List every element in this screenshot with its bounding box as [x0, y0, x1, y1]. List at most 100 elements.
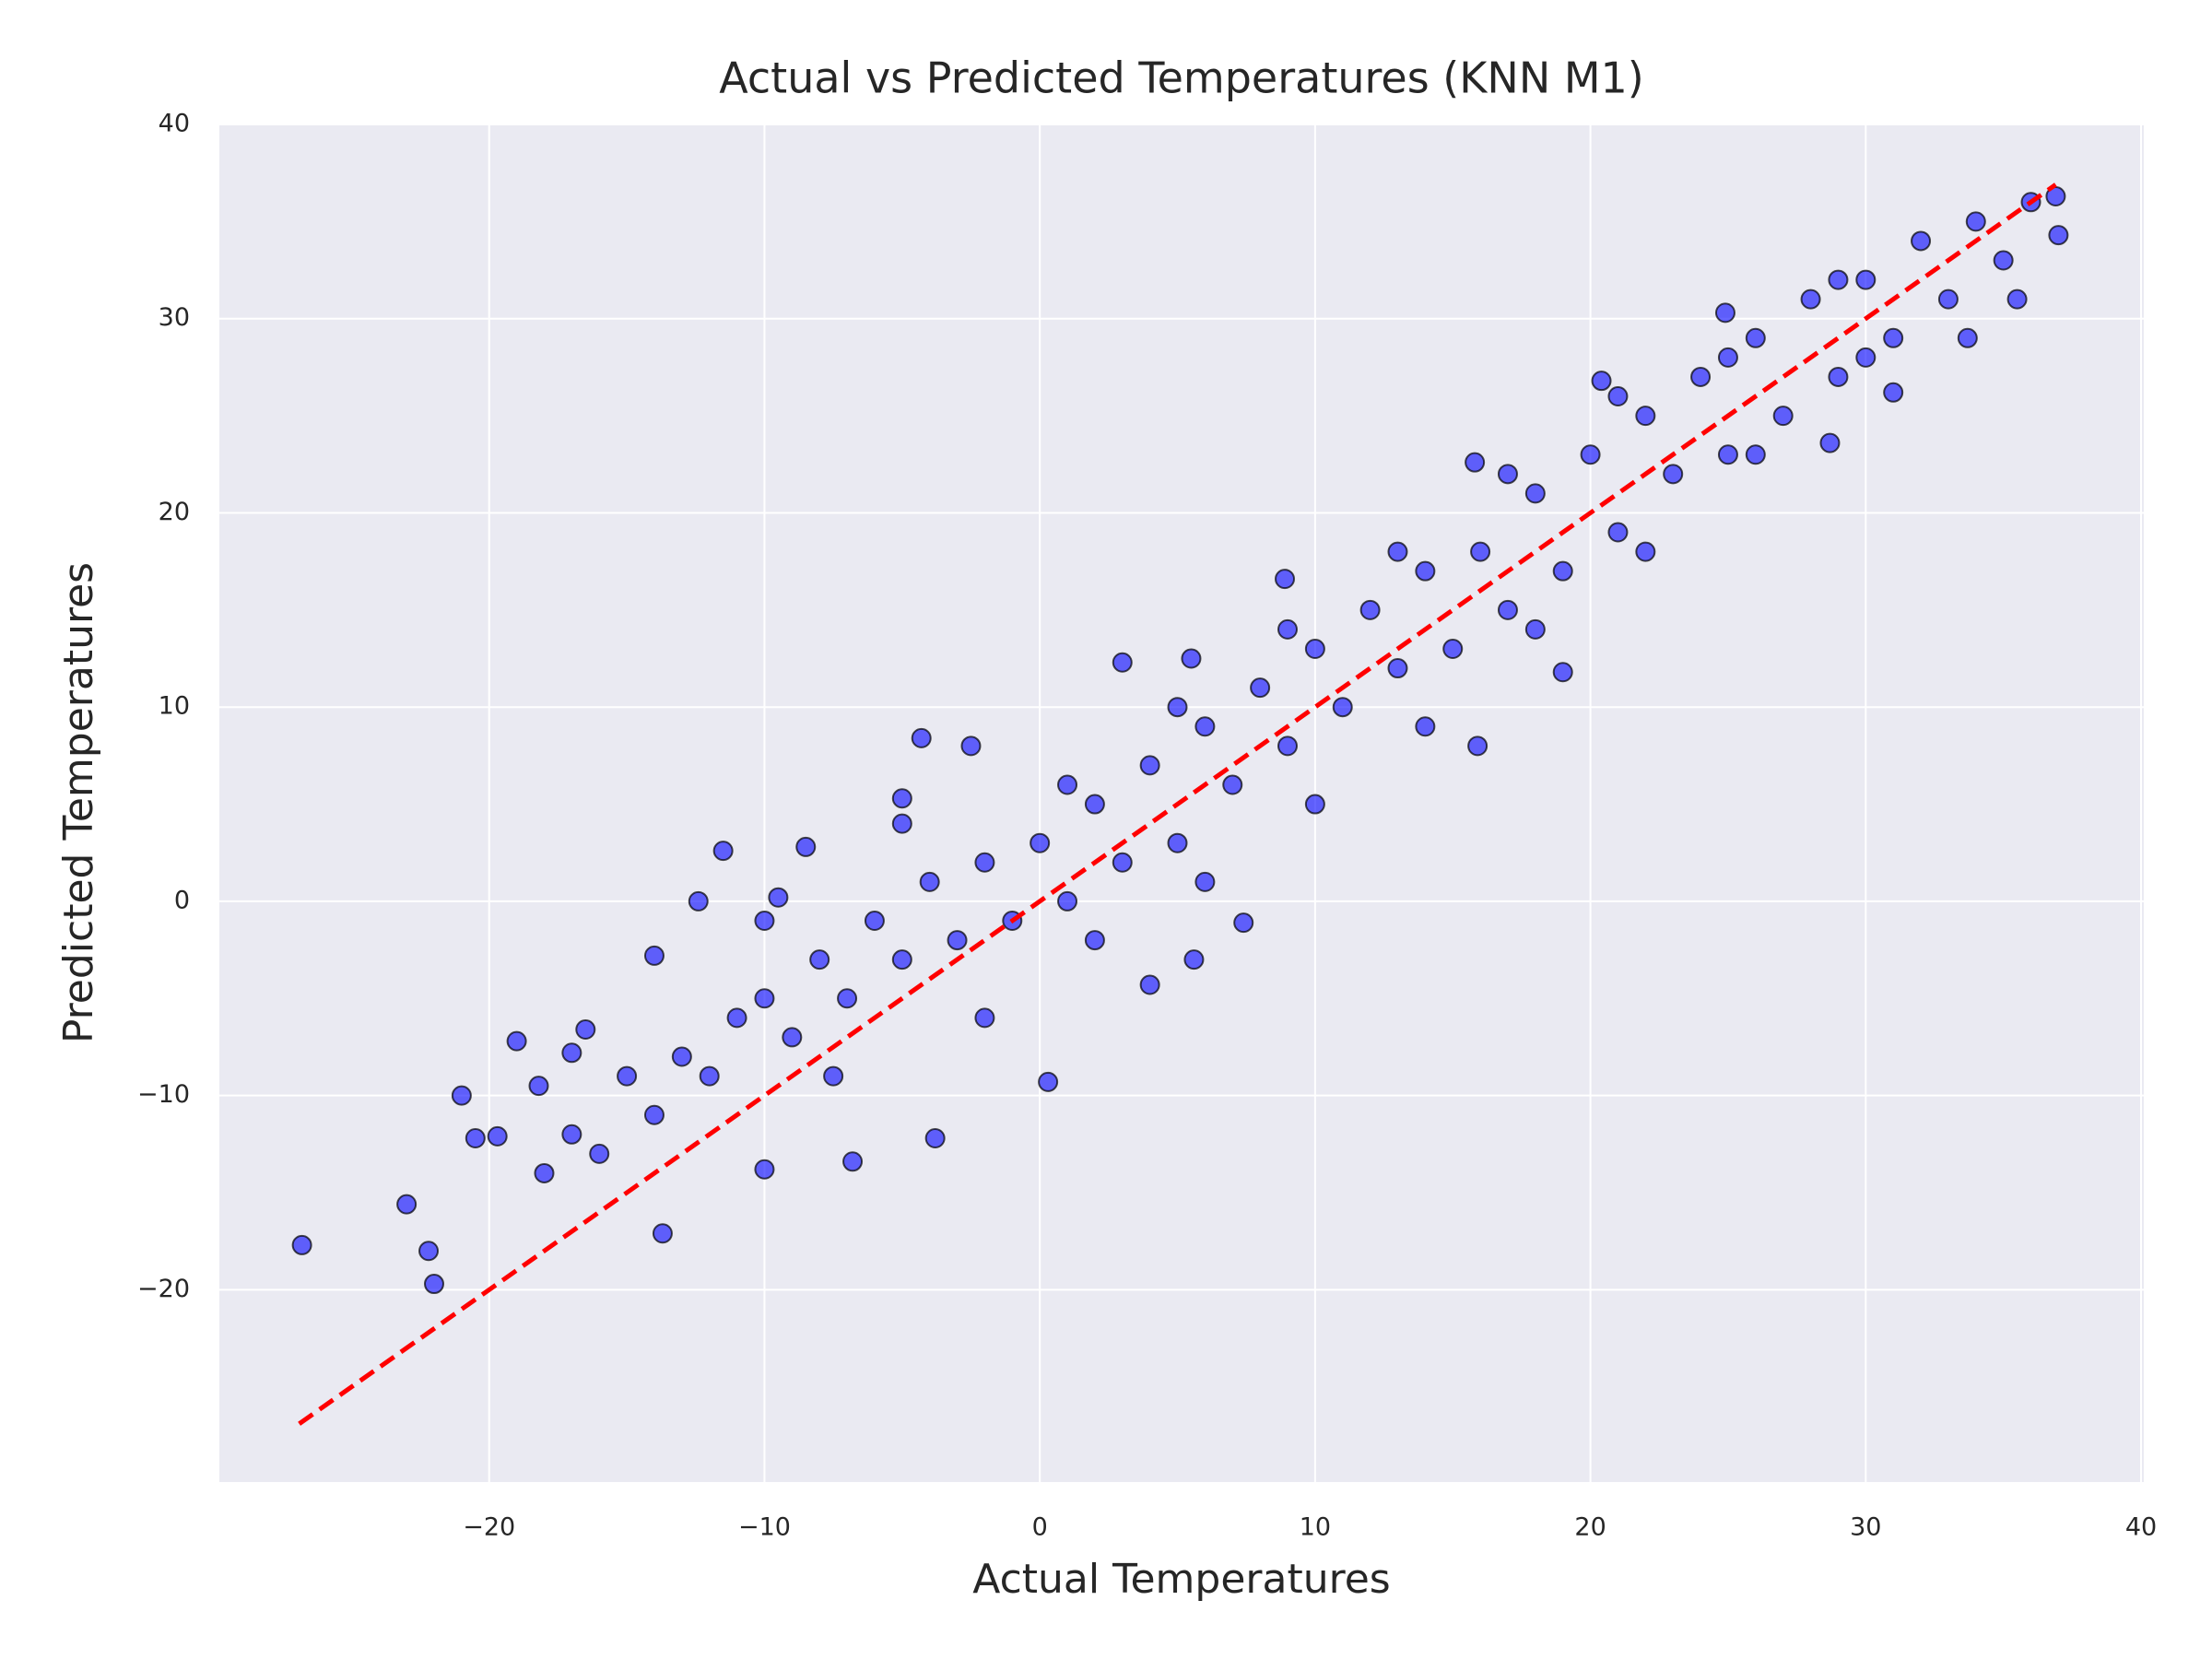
point [1552, 662, 1573, 683]
point [1304, 794, 1325, 815]
point [795, 836, 817, 857]
point [561, 1042, 582, 1064]
point [1194, 716, 1216, 737]
point [1275, 569, 1296, 590]
point [2048, 225, 2069, 246]
point [418, 1241, 440, 1262]
x-tick-label: −10 [738, 1513, 791, 1542]
point [1233, 912, 1254, 934]
point [1332, 697, 1353, 718]
point [1772, 406, 1794, 427]
point [1828, 269, 1849, 290]
point [1139, 755, 1160, 776]
x-tick-label: 30 [1850, 1513, 1881, 1542]
point [396, 1194, 418, 1215]
point [1607, 522, 1629, 543]
point [754, 1159, 775, 1180]
point [891, 788, 912, 809]
point [1467, 735, 1488, 757]
point [754, 988, 775, 1009]
chart-title: Actual vs Predicted Temperatures (KNN M1… [719, 53, 1644, 103]
point [1497, 464, 1518, 485]
point [1415, 716, 1436, 737]
point [1635, 541, 1656, 562]
point [575, 1019, 596, 1040]
point [924, 1128, 946, 1149]
point [754, 910, 775, 931]
point [2006, 288, 2028, 310]
point [1167, 697, 1188, 718]
point [534, 1162, 555, 1183]
y-tick-label: −10 [137, 1080, 190, 1109]
point [1714, 302, 1735, 324]
point [1965, 211, 1986, 232]
point [1415, 560, 1436, 582]
point [291, 1234, 312, 1255]
point [1442, 638, 1464, 659]
point [1883, 327, 1904, 348]
x-tick-label: 10 [1300, 1513, 1331, 1542]
reference-line [298, 182, 2057, 1426]
point [1828, 366, 1849, 387]
point [768, 887, 789, 908]
point [643, 1104, 665, 1125]
y-tick-label: 0 [174, 886, 190, 914]
point [1745, 444, 1766, 465]
point [643, 945, 665, 966]
point [1855, 269, 1877, 290]
point [528, 1076, 549, 1097]
point [1084, 794, 1105, 815]
point [712, 841, 734, 862]
point [960, 735, 982, 757]
x-axis-label: Actual Temperatures [972, 1556, 1390, 1603]
point [1194, 871, 1216, 892]
point [891, 813, 912, 834]
point [1038, 1071, 1059, 1092]
point [1030, 832, 1051, 853]
point [1690, 366, 1712, 387]
x-tick-label: 0 [1032, 1513, 1048, 1542]
point [1717, 444, 1738, 465]
point [842, 1151, 864, 1172]
point [1084, 930, 1105, 951]
point [726, 1007, 747, 1029]
point [1250, 677, 1271, 699]
point [465, 1128, 486, 1149]
point [919, 871, 940, 892]
y-tick-label: 20 [159, 498, 190, 526]
point [1167, 832, 1188, 853]
point [1277, 618, 1299, 640]
point [688, 890, 709, 912]
point [974, 1007, 995, 1029]
point [974, 852, 995, 873]
point [782, 1027, 803, 1048]
point [1387, 658, 1408, 679]
point [1222, 774, 1243, 795]
point [1663, 464, 1684, 485]
point [1304, 638, 1325, 659]
point [1993, 250, 2014, 271]
point [837, 988, 858, 1009]
point [1855, 347, 1877, 368]
point [1112, 652, 1133, 673]
point [561, 1124, 582, 1145]
points [291, 182, 2069, 1426]
point [1277, 735, 1299, 757]
y-tick-label: 30 [159, 303, 190, 332]
point [1057, 774, 1078, 795]
point [1057, 890, 1078, 912]
y-tick-label: 10 [159, 692, 190, 721]
point [1359, 599, 1381, 620]
point [1607, 386, 1629, 407]
point [1139, 974, 1160, 995]
point [1745, 327, 1766, 348]
point [1387, 541, 1408, 562]
point [699, 1065, 720, 1087]
point [1181, 648, 1202, 669]
point [487, 1125, 508, 1147]
point [1580, 444, 1601, 465]
y-tick-label: −20 [137, 1275, 190, 1303]
point [911, 727, 932, 748]
point [1911, 230, 1932, 252]
point [864, 910, 885, 931]
